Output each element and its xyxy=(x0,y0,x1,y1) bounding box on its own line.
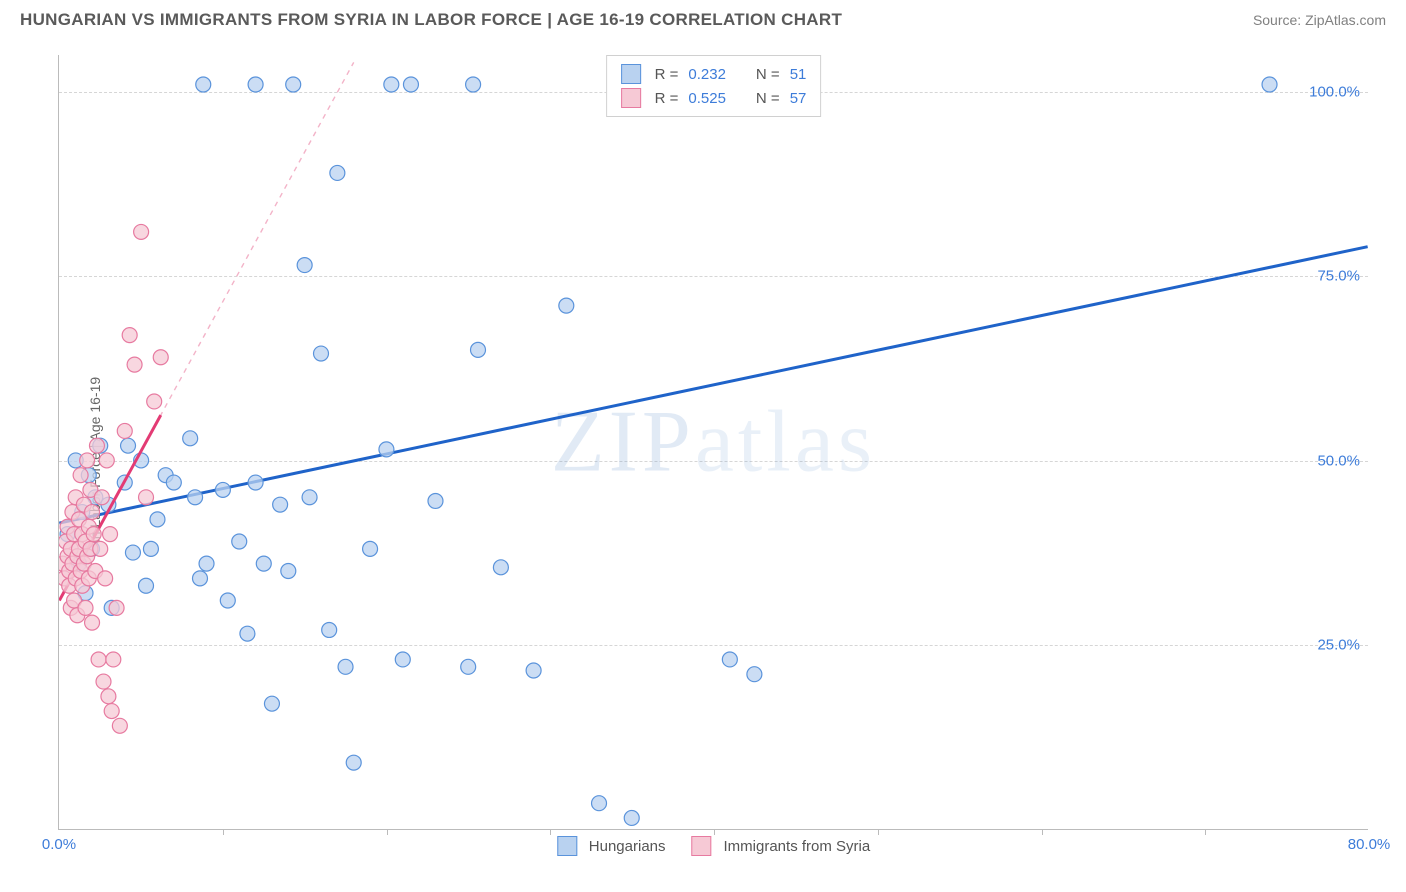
stats-swatch-1 xyxy=(621,88,641,108)
stats-legend-row-1: R = 0.525 N = 57 xyxy=(621,86,807,110)
r-value-1: 0.525 xyxy=(688,90,726,107)
stats-legend-row-0: R = 0.232 N = 51 xyxy=(621,62,807,86)
x-tick-mark xyxy=(223,829,224,835)
r-label: R = xyxy=(655,66,679,83)
r-value-0: 0.232 xyxy=(688,66,726,83)
x-tick-label: 0.0% xyxy=(42,836,76,853)
n-label: N = xyxy=(756,66,780,83)
x-tick-mark xyxy=(1042,829,1043,835)
stats-legend: R = 0.232 N = 51 R = 0.525 N = 57 xyxy=(606,55,822,117)
source-value: ZipAtlas.com xyxy=(1305,12,1386,28)
series-legend-label-0: Hungarians xyxy=(589,838,666,855)
source-attribution: Source: ZipAtlas.com xyxy=(1253,12,1386,28)
plot-svg xyxy=(59,55,1368,829)
stats-swatch-0 xyxy=(621,64,641,84)
x-tick-mark xyxy=(387,829,388,835)
series-legend: Hungarians Immigrants from Syria xyxy=(557,836,870,856)
series-legend-label-1: Immigrants from Syria xyxy=(724,838,871,855)
chart-title: HUNGARIAN VS IMMIGRANTS FROM SYRIA IN LA… xyxy=(20,10,842,30)
n-label: N = xyxy=(756,90,780,107)
chart-container: In Labor Force | Age 16-19 ZIPatlas R = … xyxy=(20,45,1386,875)
x-tick-label: 80.0% xyxy=(1348,836,1391,853)
series-swatch-1 xyxy=(692,836,712,856)
series-swatch-0 xyxy=(557,836,577,856)
n-value-1: 57 xyxy=(790,90,807,107)
x-tick-mark xyxy=(714,829,715,835)
source-label: Source: xyxy=(1253,12,1305,28)
r-label: R = xyxy=(655,90,679,107)
header-bar: HUNGARIAN VS IMMIGRANTS FROM SYRIA IN LA… xyxy=(0,0,1406,36)
n-value-0: 51 xyxy=(790,66,807,83)
x-tick-mark xyxy=(550,829,551,835)
x-tick-mark xyxy=(878,829,879,835)
series-legend-item-0: Hungarians xyxy=(557,836,666,856)
plot-area: ZIPatlas R = 0.232 N = 51 R = 0.525 N = … xyxy=(58,55,1368,830)
x-tick-mark xyxy=(1205,829,1206,835)
series-legend-item-1: Immigrants from Syria xyxy=(692,836,871,856)
